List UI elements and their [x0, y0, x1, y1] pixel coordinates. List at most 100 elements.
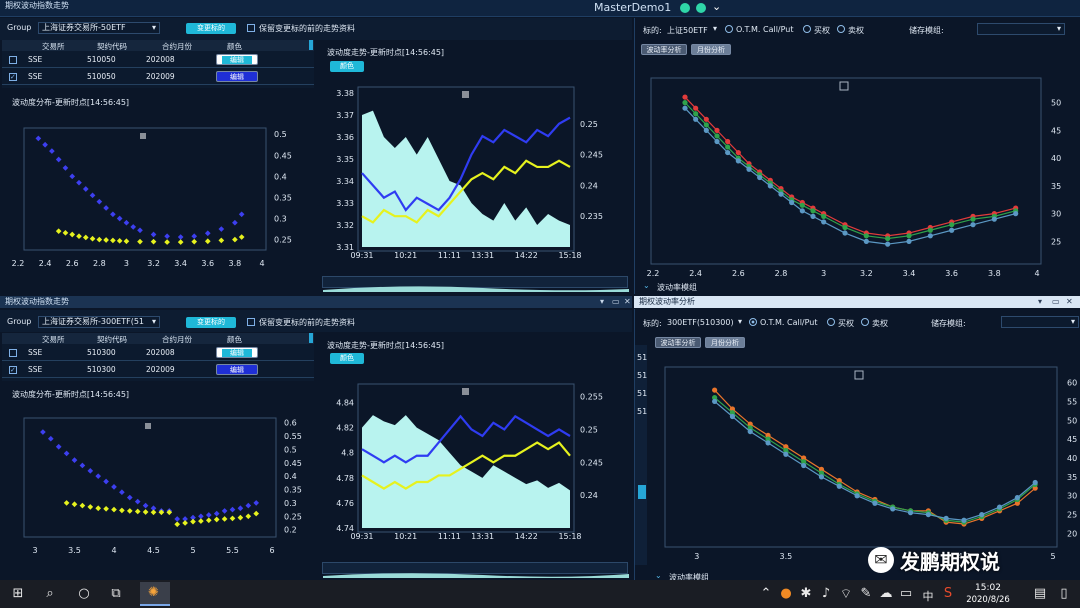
scatter-point [96, 236, 103, 243]
smile-point [712, 387, 718, 393]
volume-icon[interactable]: ♪ [821, 586, 831, 601]
row-checkbox[interactable] [9, 56, 17, 64]
edit-color-button[interactable]: 编辑 [216, 364, 258, 375]
tab-month-analysis[interactable]: 月份分析 [705, 337, 745, 348]
chevron-down-icon[interactable]: ⌄ [712, 0, 722, 13]
show-desktop-icon[interactable]: ▯ [1060, 586, 1068, 601]
side-list-item[interactable]: 51 [637, 353, 648, 362]
sogou-icon[interactable]: S [943, 586, 953, 601]
table-scrollbar[interactable] [309, 333, 313, 343]
dropdown-icon[interactable]: ▾ [713, 24, 718, 33]
dock-down-icon[interactable]: ▾ [1038, 297, 1043, 306]
tab-vol-analysis[interactable]: 波动率分析 [655, 337, 701, 348]
target-value[interactable]: 上证50ETF [667, 26, 708, 35]
edit-color-button[interactable]: 编辑 [216, 54, 258, 65]
save-model-select[interactable]: ▾ [1001, 316, 1079, 328]
tl-trend-chart: 3.31 3.32 3.33 3.34 3.35 3.36 3.37 3.38 0.235 0.2… [336, 86, 603, 260]
change-target-button[interactable]: 变更标的 [186, 317, 236, 328]
wifi-icon[interactable]: ⌔ [839, 587, 853, 602]
otm-radio-selected[interactable] [749, 318, 757, 326]
table-scrollbar[interactable] [309, 40, 313, 50]
chevron-down-icon[interactable]: ⌄ [655, 571, 662, 580]
close-icon[interactable]: ✕ [624, 297, 631, 306]
side-scroll-thumb[interactable] [638, 485, 646, 499]
maximize-icon[interactable]: ▭ [612, 297, 620, 306]
table-row[interactable]: ✓ SSE 510050 202009 编辑 [2, 69, 314, 85]
tab-month-analysis[interactable]: 月份分析 [691, 44, 731, 55]
row-checkbox-checked[interactable]: ✓ [9, 73, 17, 81]
chevron-down-icon[interactable]: ⌄ [643, 281, 650, 290]
smile-point [801, 455, 807, 461]
keep-history-checkbox[interactable] [247, 24, 255, 32]
tl-dist-title: 波动度分布-更新时点[14:56:45] [12, 98, 130, 107]
chevron-up-icon[interactable]: ⌃ [760, 586, 772, 601]
smile-point [872, 500, 878, 506]
color-button[interactable]: 颜色 [330, 353, 364, 364]
dropdown-icon[interactable]: ▾ [738, 317, 743, 326]
task-view-icon[interactable]: ⧉ [111, 586, 121, 601]
target-value[interactable]: 300ETF(510300) [667, 318, 734, 327]
x-tick-label: 2.2 [647, 269, 660, 278]
y-right-tick-label: 0.245 [580, 458, 603, 467]
edit-color-button[interactable]: 编辑 [216, 71, 258, 82]
plot-frame [23, 127, 267, 251]
taskbar-app-masterdemo[interactable]: ✺ [140, 582, 170, 606]
close-icon[interactable]: ✕ [1066, 297, 1073, 306]
scatter-point [213, 510, 220, 517]
side-list-item[interactable]: 51 [637, 407, 648, 416]
tl-toolbar: Group 上海证券交易所-50ETF ▾ 变更标的 保留变更标的前的走势资料 [0, 18, 632, 40]
keyboard-icon[interactable]: ▭ [899, 586, 913, 601]
windows-start-icon[interactable]: ⊞ [12, 586, 24, 601]
scatter-point [87, 504, 94, 510]
x-tick-label: 2.4 [689, 269, 702, 278]
x-tick-label: 4.5 [147, 546, 160, 555]
y-left-tick-label: 3.33 [336, 199, 354, 208]
maximize-icon[interactable]: ▭ [1052, 297, 1060, 306]
smile-point [925, 511, 931, 518]
table-row[interactable]: ✓ SSE 510300 202009 编辑 [2, 362, 314, 378]
change-target-button[interactable]: 变更标的 [186, 23, 236, 34]
call-radio[interactable] [827, 318, 835, 326]
dock-down-icon[interactable]: ▾ [600, 297, 605, 306]
y-tick-label: 0.25 [274, 236, 292, 245]
otm-radio[interactable] [725, 25, 733, 33]
group-select[interactable]: 上海证券交易所-50ETF ▾ [38, 22, 160, 34]
bluetooth-icon[interactable]: ✱ [800, 586, 812, 601]
x-tick-label: 3.4 [174, 259, 187, 268]
tl-time-scrollbar[interactable] [322, 276, 629, 292]
row-checkbox-checked[interactable]: ✓ [9, 366, 17, 374]
group-select[interactable]: 上海证券交易所-300ETF(51 ▾ [38, 316, 160, 328]
status-dot-icon[interactable] [680, 3, 690, 13]
table-row[interactable]: SSE 510050 202008 编辑 [2, 52, 314, 68]
smile-point [1032, 479, 1038, 486]
pen-icon[interactable]: ✎ [860, 586, 872, 601]
edit-color-button[interactable]: 编辑 [216, 347, 258, 358]
scatter-point [182, 516, 188, 522]
keep-history-checkbox[interactable] [247, 318, 255, 326]
search-icon[interactable]: ⌕ [46, 586, 54, 601]
bl-time-scrollbar[interactable] [322, 562, 629, 578]
status-dot-icon[interactable] [696, 3, 706, 13]
tray-app-icon[interactable]: ● [780, 586, 792, 601]
clock-time[interactable]: 15:02 [975, 583, 1001, 593]
color-button[interactable]: 颜色 [330, 61, 364, 72]
clock-date[interactable]: 2020/8/26 [966, 595, 1010, 605]
cloud-icon[interactable]: ☁ [879, 586, 893, 601]
y-left-tick-label: 4.8 [341, 449, 354, 458]
notification-icon[interactable]: ▤ [1033, 586, 1047, 601]
table-row[interactable]: SSE 510300 202008 编辑 [2, 345, 314, 361]
put-radio[interactable] [861, 318, 869, 326]
smile-point [842, 230, 848, 236]
save-model-select[interactable]: ▾ [977, 23, 1065, 35]
call-radio[interactable] [803, 25, 811, 33]
cortana-icon[interactable]: ○ [78, 586, 90, 601]
put-radio[interactable] [837, 25, 845, 33]
bl-toolbar: Group 上海证券交易所-300ETF(51 ▾ 变更标的 保留变更标的前的走势… [0, 310, 632, 332]
side-list-item[interactable]: 51 [637, 371, 648, 380]
row-checkbox[interactable] [9, 349, 17, 357]
group-select-value: 上海证券交易所-300ETF(51 [42, 317, 144, 326]
side-collapsed-list[interactable]: 51 51 51 51 [635, 345, 647, 565]
side-list-item[interactable]: 51 [637, 389, 648, 398]
tab-vol-analysis[interactable]: 波动率分析 [641, 44, 687, 55]
ime-indicator[interactable]: 中 [922, 590, 934, 603]
